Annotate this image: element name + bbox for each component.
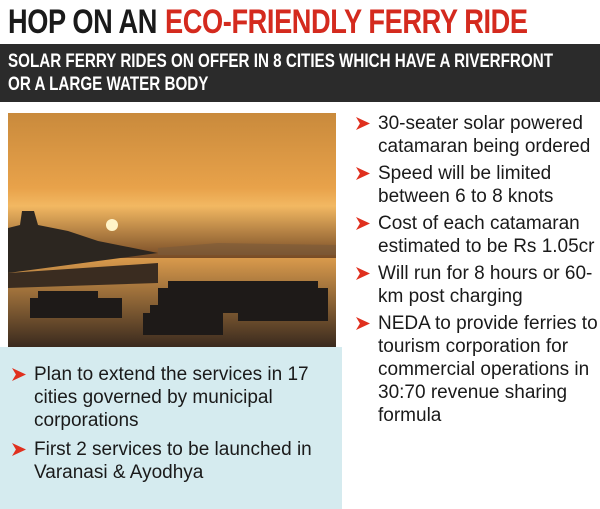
left-panel: Plan to extend the services in 17 cities… bbox=[0, 347, 342, 509]
bullet-point: 30-seater solar powered catamaran being … bbox=[352, 112, 600, 158]
title-plain: HOP ON AN bbox=[8, 3, 158, 41]
right-list: 30-seater solar powered catamaran being … bbox=[352, 112, 600, 431]
bullet-point: NEDA to provide ferries to tourism corpo… bbox=[352, 312, 600, 427]
bullet-point: Plan to extend the services in 17 cities… bbox=[8, 363, 328, 432]
title: HOP ON AN ECO-FRIENDLY FERRY RIDE bbox=[8, 2, 528, 42]
bullet-point: First 2 services to be launched in Varan… bbox=[8, 438, 328, 484]
banner: SOLAR FERRY RIDES ON OFFER IN 8 CITIES W… bbox=[0, 44, 600, 102]
title-highlight: ECO-FRIENDLY FERRY RIDE bbox=[165, 3, 528, 41]
left-list: Plan to extend the services in 17 cities… bbox=[8, 363, 328, 490]
bullet-point: Speed will be limited between 6 to 8 kno… bbox=[352, 162, 600, 208]
bullet-point: Will run for 8 hours or 60-km post charg… bbox=[352, 262, 600, 308]
bullet-point: Cost of each catamaran estimated to be R… bbox=[352, 212, 600, 258]
subtitle: SOLAR FERRY RIDES ON OFFER IN 8 CITIES W… bbox=[8, 51, 553, 95]
photo bbox=[8, 113, 336, 347]
